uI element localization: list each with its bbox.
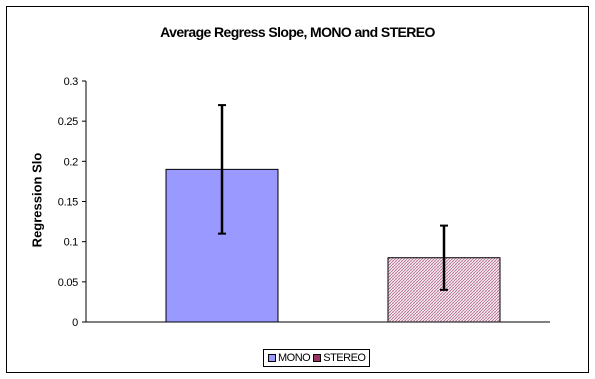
error-bars: [218, 104, 448, 291]
legend: MONO STEREO: [263, 349, 371, 367]
y-tick-label: 0.25: [58, 116, 78, 128]
chart-title: Average Regress Slope, MONO and STEREO: [160, 24, 435, 40]
legend-item-stereo: STEREO: [313, 352, 366, 364]
y-tick-label: 0.3: [64, 76, 79, 88]
y-tick-label: 0.05: [58, 277, 78, 289]
legend-item-mono: MONO: [268, 352, 311, 364]
y-axis-label-text: Regression Slo: [29, 152, 45, 248]
legend-label-stereo: STEREO: [323, 352, 366, 364]
y-tick-label: 0: [72, 317, 78, 329]
y-tick-label: 0.2: [64, 156, 79, 168]
bars: [165, 168, 501, 323]
legend-label-mono: MONO: [278, 352, 311, 364]
legend-swatch-stereo: [313, 354, 322, 362]
y-tick-label: 0.15: [58, 197, 78, 209]
y-tick-label: 0.1: [64, 237, 79, 249]
legend-swatch-mono: [268, 354, 276, 362]
